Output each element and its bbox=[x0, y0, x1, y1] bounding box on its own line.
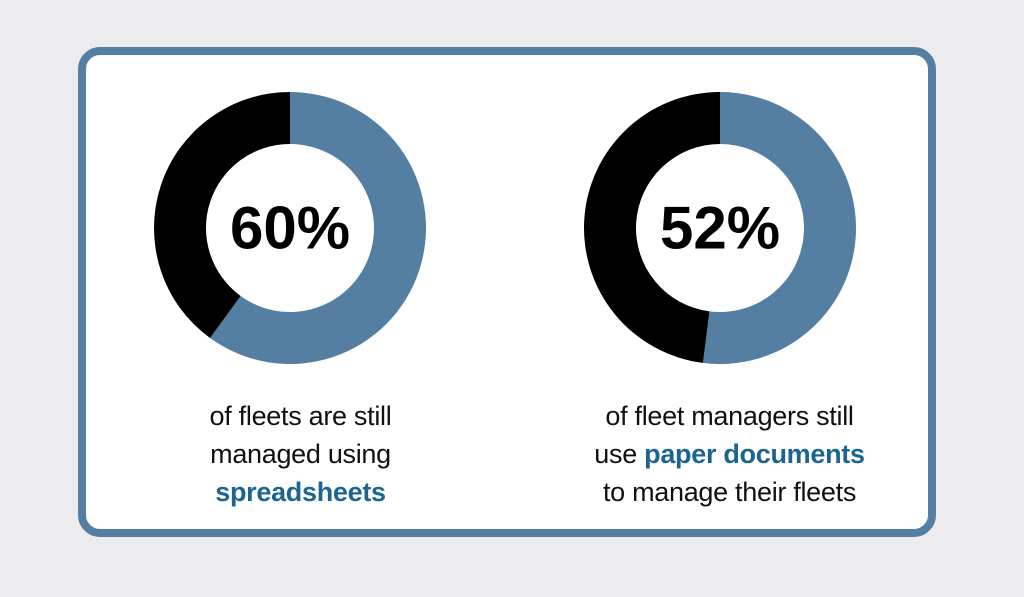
caption-spreadsheets: of fleets are still managed using spread… bbox=[96, 397, 505, 511]
donut-segment-filled bbox=[702, 92, 856, 364]
caption-line: of fleets are still bbox=[209, 401, 392, 431]
donut-center-label: 60% bbox=[230, 195, 350, 262]
caption-highlight: spreadsheets bbox=[215, 477, 386, 507]
stat-spreadsheets: 60% of fleets are still managed using sp… bbox=[86, 55, 515, 529]
donut-segment-remaining bbox=[583, 92, 720, 363]
donut-center-label: 52% bbox=[660, 195, 780, 262]
caption-line: use paper documents bbox=[525, 435, 934, 473]
caption-paper-documents: of fleet managers still use paper docume… bbox=[525, 397, 934, 511]
caption-highlight: paper documents bbox=[644, 439, 865, 469]
stat-paper-documents: 52% of fleet managers still use paper do… bbox=[515, 55, 944, 529]
donut-segment-remaining bbox=[154, 92, 290, 339]
donut-chart-spreadsheets: 60% bbox=[154, 92, 427, 364]
caption-line: to manage their fleets bbox=[602, 477, 857, 507]
stats-card: 60% of fleets are still managed using sp… bbox=[78, 47, 936, 537]
caption-line: of fleet managers still bbox=[605, 401, 854, 431]
caption-prefix: use bbox=[594, 439, 645, 469]
donut-segment-filled bbox=[210, 92, 427, 364]
caption-line: managed using bbox=[210, 439, 391, 469]
donut-chart-paper-documents: 52% bbox=[583, 92, 856, 364]
